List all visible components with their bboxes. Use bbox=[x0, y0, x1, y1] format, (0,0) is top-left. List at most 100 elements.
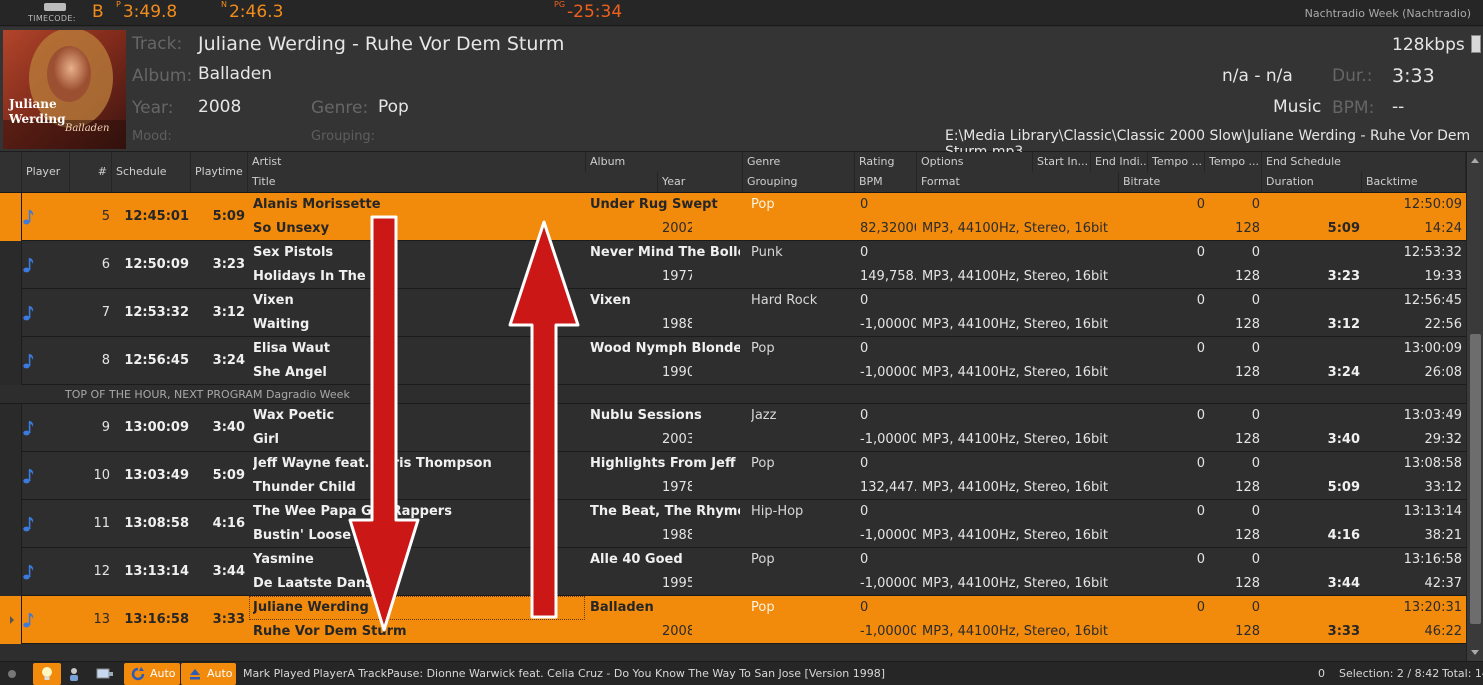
table-row[interactable]: 6 12:50:09 3:23 Sex Pistols Holidays In The … bbox=[0, 241, 1466, 289]
cell-genre: Hip-Hop bbox=[751, 504, 804, 519]
cell-end-schedule: 13:08:58 bbox=[1403, 456, 1462, 471]
cell-bpm: 149,758... bbox=[860, 269, 916, 284]
elapsed-time: P 3:49.8 bbox=[116, 0, 178, 22]
cell-num: 13 bbox=[93, 612, 110, 627]
cell-genre: Punk bbox=[751, 245, 783, 260]
table-row[interactable]: 11 13:08:58 4:16 The Wee Papa Girl Rappers B… bbox=[0, 500, 1466, 548]
col-grouping[interactable]: Grouping bbox=[743, 172, 855, 192]
col-album[interactable]: Album bbox=[586, 152, 743, 172]
status-count: 0 bbox=[1318, 667, 1325, 680]
cell-backtime: 38:21 bbox=[1424, 528, 1462, 543]
cell-rating: 0 bbox=[860, 408, 869, 423]
program-time: PG -25:34 bbox=[554, 0, 623, 22]
cell-artist: Sex Pistols bbox=[253, 245, 334, 260]
col-artist[interactable]: Artist bbox=[248, 152, 586, 172]
col-playtime[interactable]: Playtime bbox=[191, 152, 248, 192]
table-row[interactable]: 12 13:13:14 3:44 Yasmine De Laatste Dans Alle… bbox=[0, 548, 1466, 596]
col-title[interactable]: Title bbox=[248, 172, 658, 192]
duration-label: Dur.: bbox=[1332, 66, 1373, 86]
cell-title: Holidays In The Sun bbox=[253, 269, 399, 284]
col-num[interactable]: # bbox=[70, 152, 112, 192]
svg-text:Balladen: Balladen bbox=[64, 123, 109, 134]
timecode-button[interactable]: TIMECODE: bbox=[26, 2, 86, 24]
col-bitrate[interactable]: Bitrate bbox=[1119, 172, 1262, 192]
svg-text:Werding: Werding bbox=[8, 112, 66, 126]
cell-genre: Jazz bbox=[751, 408, 777, 423]
cell-backtime: 42:37 bbox=[1424, 576, 1462, 591]
table-row[interactable]: 10 13:03:49 5:09 Jeff Wayne feat. Chris Tho… bbox=[0, 452, 1466, 500]
cell-playtime: 3:33 bbox=[212, 612, 245, 627]
cell-bpm: 82,32000 bbox=[860, 221, 916, 236]
row-gutter[interactable] bbox=[0, 289, 22, 337]
music-note-icon bbox=[23, 354, 34, 369]
cell-rating: 0 bbox=[860, 293, 869, 308]
timecode-bar: TIMECODE: B P 3:49.8 N 2:46.3 PG -25:34 Nac… bbox=[0, 0, 1483, 26]
col-player[interactable]: Player bbox=[22, 152, 70, 192]
cell-playtime: 3:40 bbox=[212, 420, 245, 435]
cell-format: MP3, 44100Hz, Stereo, 16bit bbox=[922, 269, 1108, 284]
cue-range: n/a - n/a bbox=[1222, 66, 1293, 86]
row-gutter[interactable] bbox=[0, 241, 22, 289]
category-value: Music bbox=[1273, 97, 1322, 117]
info-scroll-button[interactable] bbox=[1471, 35, 1481, 53]
scroll-thumb[interactable] bbox=[1470, 334, 1481, 624]
lightbulb-button[interactable] bbox=[33, 663, 61, 685]
auto-button-2[interactable]: Auto bbox=[181, 663, 236, 685]
row-gutter[interactable] bbox=[0, 404, 22, 452]
col-tempo-1[interactable]: Tempo ... bbox=[1148, 152, 1205, 172]
table-row[interactable]: 5 12:45:01 5:09 Alanis Morissette So Unsexy U… bbox=[0, 193, 1466, 241]
col-start-in[interactable]: Start In... bbox=[1033, 152, 1091, 172]
eject-small-icon bbox=[190, 669, 200, 680]
cell-end-schedule: 12:50:09 bbox=[1403, 197, 1462, 212]
monitor-icon[interactable] bbox=[95, 662, 115, 685]
track-value: Juliane Werding - Ruhe Vor Dem Sturm bbox=[198, 33, 565, 55]
cell-backtime: 26:08 bbox=[1424, 365, 1462, 380]
col-rating[interactable]: Rating bbox=[855, 152, 917, 172]
table-row[interactable]: 13 13:16:58 3:33 Juliane Werding Ruhe Vor De… bbox=[0, 596, 1466, 644]
scroll-up-icon[interactable] bbox=[1471, 158, 1479, 163]
table-row-partial[interactable] bbox=[0, 644, 1466, 661]
cell-tempo2: 0 bbox=[1251, 504, 1260, 519]
row-gutter[interactable] bbox=[0, 596, 22, 644]
col-tempo-2[interactable]: Tempo ... bbox=[1205, 152, 1262, 172]
col-options[interactable]: Options bbox=[917, 152, 1033, 172]
cell-artist: Elisa Waut bbox=[253, 341, 330, 356]
col-bpm[interactable]: BPM bbox=[855, 172, 917, 192]
cell-backtime: 29:32 bbox=[1424, 432, 1462, 447]
col-year[interactable]: Year bbox=[658, 172, 743, 192]
cell-schedule: 13:13:14 bbox=[124, 564, 189, 579]
cell-rating: 0 bbox=[860, 197, 869, 212]
cell-end-schedule: 13:20:31 bbox=[1403, 600, 1462, 615]
genre-value: Pop bbox=[378, 97, 409, 117]
col-schedule[interactable]: Schedule bbox=[112, 152, 191, 192]
cell-genre: Pop bbox=[751, 197, 775, 212]
col-end-schedule[interactable]: End Schedule bbox=[1262, 152, 1466, 172]
total-summary: Total: 14 bbox=[1442, 667, 1483, 680]
scroll-down-icon[interactable] bbox=[1471, 650, 1479, 655]
col-format[interactable]: Format bbox=[917, 172, 1119, 192]
cell-bitrate: 128 bbox=[1235, 317, 1260, 332]
row-gutter[interactable] bbox=[0, 452, 22, 500]
user-icon[interactable] bbox=[66, 662, 82, 685]
row-gutter[interactable] bbox=[0, 548, 22, 596]
bpm-value: -- bbox=[1392, 97, 1405, 117]
col-end-ind[interactable]: End Indi... bbox=[1091, 152, 1148, 172]
vertical-scrollbar[interactable] bbox=[1466, 152, 1483, 661]
cell-tempo1: 0 bbox=[1196, 504, 1205, 519]
eject-icon bbox=[44, 3, 66, 11]
table-row[interactable]: 7 12:53:32 3:12 Vixen Waiting Vixen 1988 Hard R… bbox=[0, 289, 1466, 337]
cell-schedule: 13:16:58 bbox=[124, 612, 189, 627]
row-gutter[interactable] bbox=[0, 337, 22, 385]
table-row[interactable]: 9 13:00:09 3:40 Wax Poetic Girl Nublu Session… bbox=[0, 404, 1466, 452]
table-row[interactable]: 8 12:56:45 3:24 Elisa Waut She Angel Wood Nym… bbox=[0, 337, 1466, 385]
header-gutter bbox=[0, 152, 22, 192]
mark-played-button[interactable]: Mark Played bbox=[243, 667, 311, 680]
cell-bitrate: 128 bbox=[1235, 269, 1260, 284]
row-gutter[interactable] bbox=[0, 500, 22, 548]
row-gutter[interactable] bbox=[0, 193, 22, 241]
cell-backtime: 22:56 bbox=[1424, 317, 1462, 332]
col-genre[interactable]: Genre bbox=[743, 152, 855, 172]
auto-button-1[interactable]: Auto bbox=[124, 663, 180, 685]
col-backtime[interactable]: Backtime bbox=[1362, 172, 1466, 192]
col-duration[interactable]: Duration bbox=[1262, 172, 1362, 192]
